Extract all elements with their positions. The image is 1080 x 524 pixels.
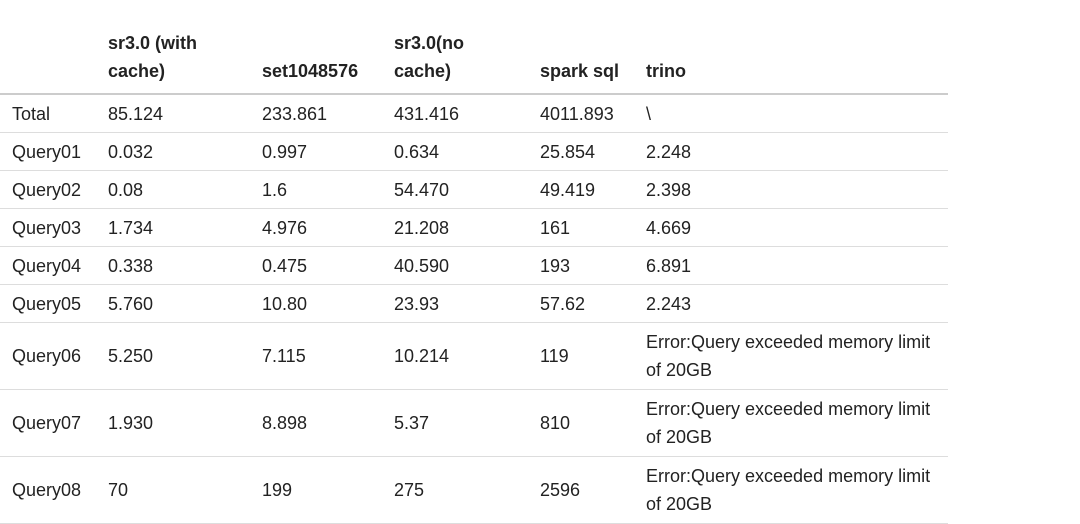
- cell: 1.734: [98, 208, 252, 247]
- cell: Error:Query exceeded memory limit of 20G…: [636, 456, 948, 524]
- cell: 23.93: [384, 284, 530, 323]
- cell: 4011.893: [530, 94, 636, 133]
- table-row: Query08 70 199 275 2596 Error:Query exceeded …: [0, 456, 948, 524]
- cell: 431.416: [384, 94, 530, 133]
- table-row: Query05 5.760 10.80 23.93 57.62 2.243: [0, 284, 948, 323]
- cell: 10.80: [252, 284, 384, 323]
- row-label: Query01: [0, 132, 98, 171]
- table-body: Total 85.124 233.861 431.416 4011.893 \ Query0…: [0, 94, 948, 524]
- cell: 5.760: [98, 284, 252, 323]
- cell: 199: [252, 456, 384, 524]
- row-label: Query05: [0, 284, 98, 323]
- cell: 49.419: [530, 170, 636, 209]
- cell: 54.470: [384, 170, 530, 209]
- cell: 40.590: [384, 246, 530, 285]
- cell: 70: [98, 456, 252, 524]
- cell: 0.08: [98, 170, 252, 209]
- cell: Error:Query exceeded memory limit of 20G…: [636, 322, 948, 390]
- cell: 4.976: [252, 208, 384, 247]
- table-row: Query01 0.032 0.997 0.634 25.854 2.248: [0, 132, 948, 171]
- table-header: sr3.0 (with cache) set1048576 sr3.0(no cac…: [0, 0, 948, 95]
- row-label: Query07: [0, 389, 98, 457]
- cell: 2.398: [636, 170, 948, 209]
- table-row: Query03 1.734 4.976 21.208 161 4.669: [0, 208, 948, 247]
- header-cell: set1048576: [252, 0, 384, 95]
- table-row: Query06 5.250 7.115 10.214 119 Error:Query ex…: [0, 322, 948, 390]
- cell: 0.338: [98, 246, 252, 285]
- row-label: Query04: [0, 246, 98, 285]
- cell: 161: [530, 208, 636, 247]
- cell: 2596: [530, 456, 636, 524]
- results-table: sr3.0 (with cache) set1048576 sr3.0(no cac…: [0, 0, 948, 524]
- cell: 5.37: [384, 389, 530, 457]
- cell: 193: [530, 246, 636, 285]
- header-cell: [0, 0, 98, 95]
- header-row: sr3.0 (with cache) set1048576 sr3.0(no cac…: [0, 0, 948, 95]
- cell: 119: [530, 322, 636, 390]
- row-label: Total: [0, 94, 98, 133]
- cell: 2.248: [636, 132, 948, 171]
- cell: 6.891: [636, 246, 948, 285]
- table-row: Total 85.124 233.861 431.416 4011.893 \: [0, 94, 948, 133]
- cell: 0.032: [98, 132, 252, 171]
- cell: 10.214: [384, 322, 530, 390]
- cell: 4.669: [636, 208, 948, 247]
- cell: 8.898: [252, 389, 384, 457]
- cell: 5.250: [98, 322, 252, 390]
- cell: 810: [530, 389, 636, 457]
- cell: 7.115: [252, 322, 384, 390]
- row-label: Query02: [0, 170, 98, 209]
- row-label: Query08: [0, 456, 98, 524]
- cell: \: [636, 94, 948, 133]
- header-cell: sr3.0 (with cache): [98, 0, 252, 95]
- cell: 0.634: [384, 132, 530, 171]
- cell: 21.208: [384, 208, 530, 247]
- cell: 2.243: [636, 284, 948, 323]
- cell: 25.854: [530, 132, 636, 171]
- header-cell: sr3.0(no cache): [384, 0, 530, 95]
- row-label: Query03: [0, 208, 98, 247]
- cell: 233.861: [252, 94, 384, 133]
- row-label: Query06: [0, 322, 98, 390]
- table-row: Query04 0.338 0.475 40.590 193 6.891: [0, 246, 948, 285]
- header-cell: spark sql: [530, 0, 636, 95]
- cell: 1.930: [98, 389, 252, 457]
- cell: 0.997: [252, 132, 384, 171]
- cell: 275: [384, 456, 530, 524]
- cell: 85.124: [98, 94, 252, 133]
- table-row: Query02 0.08 1.6 54.470 49.419 2.398: [0, 170, 948, 209]
- table-row: Query07 1.930 8.898 5.37 810 Error:Query exce…: [0, 389, 948, 457]
- cell: 0.475: [252, 246, 384, 285]
- header-cell: trino: [636, 0, 948, 95]
- cell: 57.62: [530, 284, 636, 323]
- cell: Error:Query exceeded memory limit of 20G…: [636, 389, 948, 457]
- cell: 1.6: [252, 170, 384, 209]
